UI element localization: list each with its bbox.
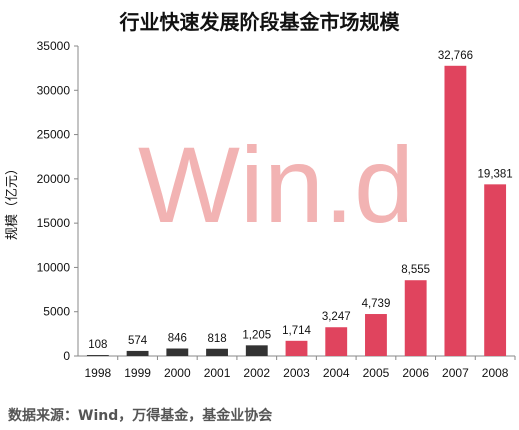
x-tick-label-2000: 2000 [164, 366, 191, 380]
y-tick-label: 20000 [37, 172, 71, 186]
y-axis-label: 规模（亿元） [5, 162, 20, 240]
value-label-2000: 846 [168, 333, 187, 345]
x-tick-label-2006: 2006 [402, 366, 429, 380]
bar-1998 [86, 355, 109, 356]
y-axis-ticks: 0 5000 10000 15000 20000 25000 30000 35000 [37, 39, 78, 363]
bar-2007 [444, 65, 467, 356]
bar-2000 [166, 348, 189, 356]
value-label-2007: 32,766 [438, 50, 473, 62]
bar-2001 [206, 348, 228, 356]
value-label-2005: 4,739 [362, 298, 391, 310]
x-tick-label-2005: 2005 [363, 366, 390, 380]
bar-series [86, 65, 507, 356]
watermark: Win.d [138, 124, 414, 245]
x-tick-label-2002: 2002 [243, 366, 270, 380]
y-tick-label: 15000 [37, 216, 71, 230]
value-label-2003: 1,714 [282, 325, 311, 337]
y-tick-label: 10000 [37, 260, 71, 274]
x-tick-label-2001: 2001 [204, 366, 231, 380]
bar-2002 [245, 345, 268, 356]
y-tick-label: 5000 [43, 305, 70, 319]
value-label-1999: 574 [128, 335, 148, 347]
value-label-2006: 8,555 [401, 264, 430, 276]
bar-1999 [126, 350, 149, 356]
x-tick-label-2008: 2008 [482, 366, 509, 380]
x-tick-label-2007: 2007 [442, 366, 469, 380]
value-label-2001: 818 [207, 333, 226, 345]
y-tick-label: 35000 [37, 39, 71, 53]
x-tick-label-2004: 2004 [323, 366, 350, 380]
bar-2006 [404, 280, 427, 356]
value-labels: 108 574 846 818 1,205 1,714 3,247 4,739 8,555 32,… [88, 50, 512, 351]
value-label-2002: 1,205 [242, 329, 271, 341]
chart-title: 行业快速发展阶段基金市场规模 [119, 10, 400, 34]
x-tick-label-1999: 1999 [124, 366, 151, 380]
value-label-2004: 3,247 [322, 311, 351, 323]
bar-2004 [325, 327, 348, 356]
y-tick-label: 0 [63, 349, 70, 363]
bar-2003 [285, 340, 308, 356]
source-note: 数据来源：Wind，万得基金，基金业协会 [8, 408, 273, 424]
y-tick-label: 25000 [37, 128, 71, 142]
y-tick-label: 30000 [37, 83, 71, 97]
value-label-2008: 19,381 [478, 168, 513, 180]
x-axis-ticks: 1998 1999 2000 2001 2002 2003 2004 2005 2006 2007… [85, 356, 516, 380]
bar-2005 [365, 314, 387, 356]
value-label-1998: 108 [88, 339, 107, 351]
bar-2008 [484, 184, 507, 356]
x-tick-label-2003: 2003 [283, 366, 310, 380]
x-tick-label-1998: 1998 [85, 366, 112, 380]
